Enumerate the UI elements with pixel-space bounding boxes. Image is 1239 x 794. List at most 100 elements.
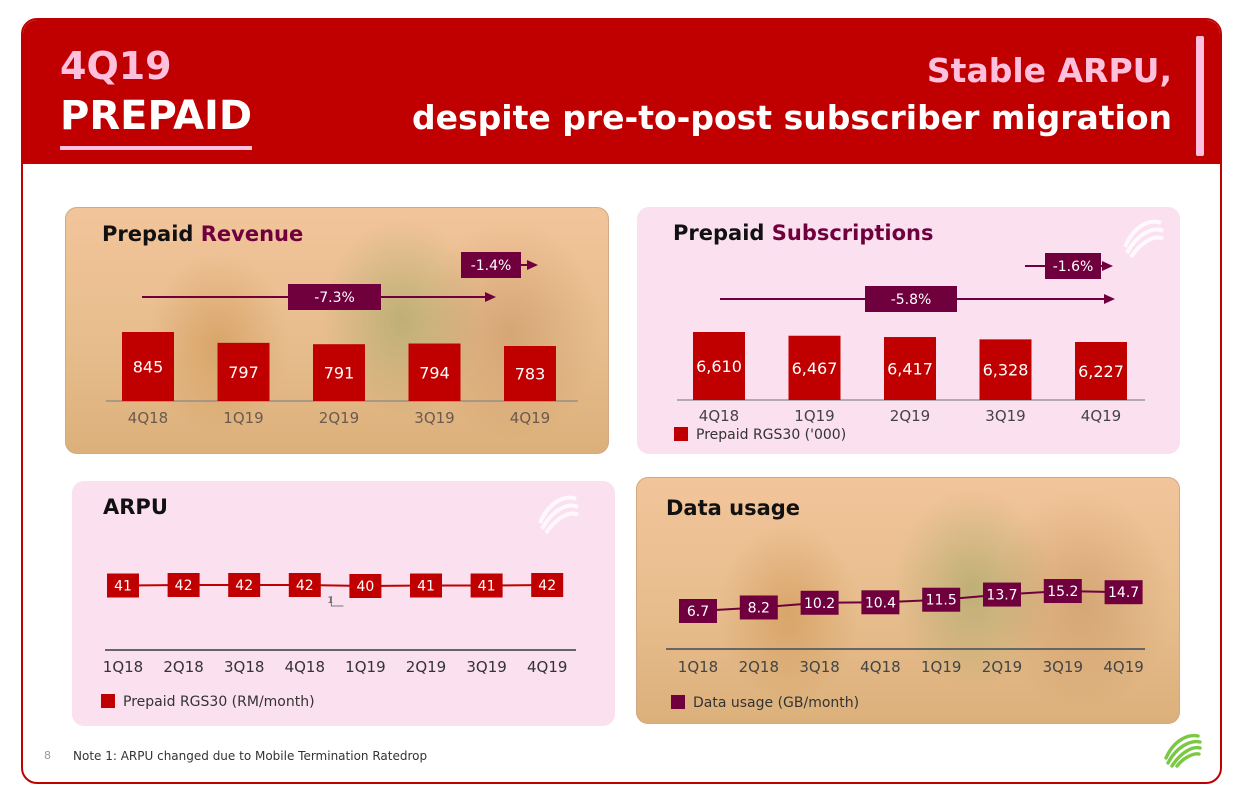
bar-value-label: 6,417 bbox=[887, 360, 933, 379]
data-point-box bbox=[107, 573, 139, 598]
subscriptions-legend: Prepaid RGS30 ('000) bbox=[674, 426, 846, 444]
data-point-box bbox=[531, 573, 564, 597]
x-tick-label: 3Q18 bbox=[224, 658, 264, 676]
x-tick-label: 1Q19 bbox=[223, 409, 263, 427]
bar bbox=[408, 343, 461, 401]
subscriptions-legend-label: Prepaid RGS30 ('000) bbox=[696, 427, 847, 443]
footnote-marker: 1 bbox=[327, 596, 333, 606]
segment-title: PREPAID bbox=[60, 93, 253, 139]
x-tick-label: 4Q19 bbox=[527, 658, 567, 676]
bar bbox=[788, 335, 841, 400]
revenue-chart: 845 4Q18 797 1Q19 791 2Q19 794 3Q19 783 4Q19 -7.3%… bbox=[106, 252, 578, 427]
x-tick-label: 3Q19 bbox=[414, 409, 454, 427]
data-point-box bbox=[228, 573, 261, 597]
data-point-label: 8.2 bbox=[748, 600, 770, 616]
data-point-label: 11.5 bbox=[926, 593, 957, 609]
segment-underline bbox=[60, 146, 252, 150]
data-point-box bbox=[1043, 579, 1082, 604]
arpu-legend: Prepaid RGS30 (RM/month) bbox=[101, 693, 315, 711]
data-point-box bbox=[800, 590, 839, 615]
headline-line-1: Stable ARPU, bbox=[926, 51, 1172, 90]
growth-callout-box bbox=[865, 286, 957, 312]
x-tick-label: 1Q18 bbox=[103, 658, 143, 676]
data-point-label: 41 bbox=[417, 579, 435, 595]
legend-swatch bbox=[671, 695, 685, 709]
bar bbox=[979, 339, 1032, 400]
data-point-label: 42 bbox=[538, 578, 556, 594]
growth-callout-box bbox=[1045, 253, 1101, 279]
data-point-label: 42 bbox=[175, 578, 193, 594]
growth-callout-label: -7.3% bbox=[314, 290, 355, 306]
data-point-label: 13.7 bbox=[986, 588, 1017, 604]
x-tick-label: 2Q19 bbox=[319, 409, 359, 427]
data-point-label: 10.2 bbox=[804, 596, 835, 612]
data-point-label: 40 bbox=[356, 579, 374, 595]
data-point-label: 15.2 bbox=[1047, 584, 1078, 600]
data-point-label: 6.7 bbox=[687, 604, 709, 620]
x-tick-label: 4Q19 bbox=[1081, 407, 1121, 425]
data-point-label: 10.4 bbox=[865, 595, 896, 611]
x-tick-label: 2Q18 bbox=[163, 658, 203, 676]
bar bbox=[504, 346, 556, 401]
footnote: Note 1: ARPU changed due to Mobile Termi… bbox=[73, 749, 428, 763]
headline-line-2: despite pre-to-post subscriber migration bbox=[412, 98, 1172, 137]
arpu-chart: 41 1Q18 42 2Q18 42 3Q18 42 4Q18 40 1Q19 41 2Q19 41 3Q… bbox=[103, 573, 576, 676]
bar-value-label: 783 bbox=[515, 365, 546, 384]
arpu-legend-label: Prepaid RGS30 (RM/month) bbox=[123, 694, 315, 710]
swoosh-watermark-icon bbox=[1123, 219, 1165, 259]
data-point-box bbox=[167, 573, 200, 597]
data-point-label: 42 bbox=[296, 578, 314, 594]
x-tick-label: 3Q19 bbox=[466, 658, 506, 676]
data-usage-legend-label: Data usage (GB/month) bbox=[693, 695, 860, 711]
x-tick-label: 1Q19 bbox=[921, 658, 961, 676]
bar-value-label: 845 bbox=[133, 358, 164, 377]
revenue-title: Prepaid Revenue bbox=[102, 220, 303, 248]
bar-value-label: 6,227 bbox=[1078, 362, 1124, 381]
x-tick-label: 1Q18 bbox=[678, 658, 718, 676]
arpu-title-main: ARPU bbox=[103, 495, 168, 519]
quarter-label: 4Q19 bbox=[60, 44, 172, 88]
revenue-title-accent: Revenue bbox=[200, 222, 304, 246]
x-tick-label: 4Q18 bbox=[699, 407, 739, 425]
bar bbox=[217, 342, 270, 401]
trend-arrow-head bbox=[1102, 261, 1113, 271]
subscriptions-title: Prepaid Subscriptions bbox=[673, 219, 934, 247]
x-tick-label: 4Q18 bbox=[128, 409, 168, 427]
growth-callout-box bbox=[461, 252, 521, 278]
data-point-box bbox=[739, 595, 778, 620]
x-tick-label: 4Q18 bbox=[860, 658, 900, 676]
x-tick-label: 4Q19 bbox=[1103, 658, 1143, 676]
footnote-marker-arrow bbox=[330, 596, 344, 607]
subscriptions-chart: 6,610 4Q18 6,467 1Q19 6,417 2Q19 6,328 3Q19 6,22… bbox=[677, 253, 1145, 425]
slide-header: 4Q19 PREPAID Stable ARPU, despite pre-to… bbox=[23, 20, 1220, 164]
x-tick-label: 4Q18 bbox=[285, 658, 325, 676]
data-point-label: 14.7 bbox=[1108, 585, 1139, 601]
x-tick-label: 2Q19 bbox=[890, 407, 930, 425]
data-point-box bbox=[983, 582, 1021, 607]
revenue-title-main: Prepaid bbox=[102, 222, 194, 246]
x-tick-label: 1Q19 bbox=[345, 658, 385, 676]
x-tick-label: 2Q18 bbox=[739, 658, 779, 676]
subscriptions-panel: Prepaid Subscriptions 6,610 4Q18 6,467 1Q19… bbox=[637, 207, 1180, 454]
bar bbox=[693, 332, 745, 400]
x-tick-label: 1Q19 bbox=[794, 407, 834, 425]
bar bbox=[1075, 342, 1127, 400]
x-tick-label: 3Q18 bbox=[799, 658, 839, 676]
x-tick-label: 2Q19 bbox=[406, 658, 446, 676]
trend-arrow-head bbox=[485, 292, 496, 302]
subscriptions-title-main: Prepaid bbox=[673, 221, 765, 245]
header-accent-bar bbox=[1196, 36, 1204, 156]
x-tick-label: 2Q19 bbox=[982, 658, 1022, 676]
legend-swatch bbox=[101, 694, 115, 708]
bar-value-label: 797 bbox=[228, 363, 259, 382]
arpu-panel: ARPU 41 1Q18 42 2Q18 42 3Q18 42 4Q18 40 1Q19 41 2Q1… bbox=[72, 481, 615, 726]
bar-value-label: 6,467 bbox=[792, 359, 838, 378]
data-point-label: 42 bbox=[235, 578, 253, 594]
growth-callout-label: -5.8% bbox=[891, 292, 932, 308]
data-point-box bbox=[410, 573, 442, 598]
bar bbox=[313, 344, 365, 401]
growth-callout-label: -1.6% bbox=[1053, 259, 1094, 275]
legend-swatch bbox=[674, 427, 688, 441]
x-tick-label: 3Q19 bbox=[985, 407, 1025, 425]
bar-value-label: 791 bbox=[324, 364, 355, 383]
